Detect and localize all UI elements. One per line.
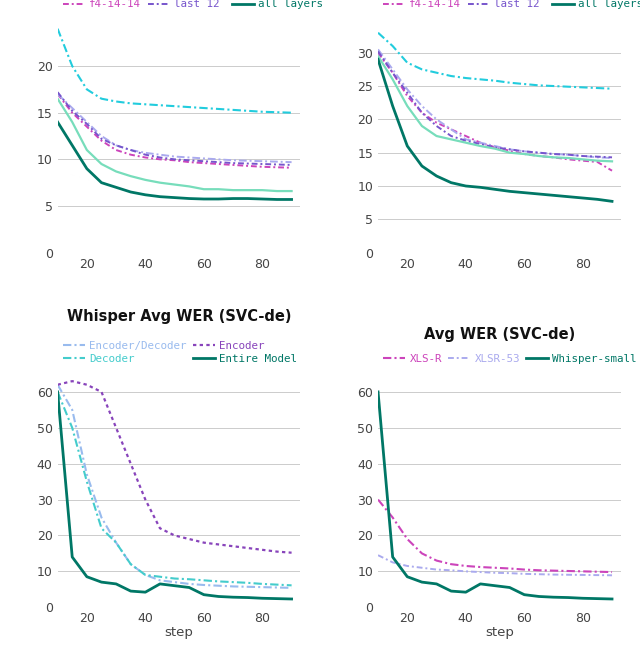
Legend: last 6, f4-i4-14, f2-i2-12, last 12, first 12, all layers: last 6, f4-i4-14, f2-i2-12, last 12, fir… bbox=[383, 0, 640, 9]
Title: Avg WER (SVC-de): Avg WER (SVC-de) bbox=[424, 328, 575, 342]
Legend: Encoder/Decoder, Decoder, Encoder, Entire Model: Encoder/Decoder, Decoder, Encoder, Entir… bbox=[63, 341, 297, 364]
Legend: last 6, f4-i4-14, f2-i2-12, last 12, first 12, all layers: last 6, f4-i4-14, f2-i2-12, last 12, fir… bbox=[63, 0, 323, 9]
Legend: XLS-R, XLSR-53, Whisper-small: XLS-R, XLSR-53, Whisper-small bbox=[383, 354, 637, 364]
Title: Whisper Avg WER (SVC-de): Whisper Avg WER (SVC-de) bbox=[67, 309, 291, 324]
X-axis label: step: step bbox=[164, 627, 193, 640]
X-axis label: step: step bbox=[485, 627, 514, 640]
